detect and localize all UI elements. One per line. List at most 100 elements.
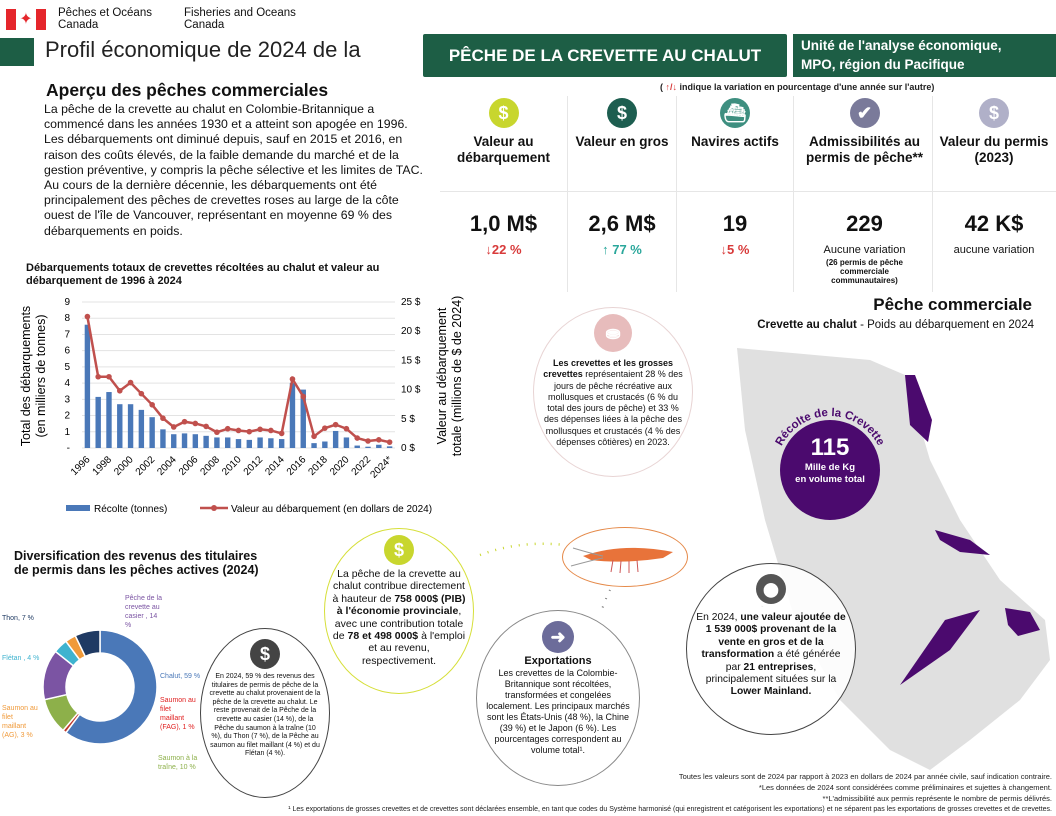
kpi-label: Admissibilités au permis de pêche** (805, 134, 924, 165)
revenue-bubble: $ En 2024, 59 % des revenus des titulair… (200, 628, 330, 798)
x-tick-label: 1996 (69, 454, 93, 478)
value-point-1996 (84, 313, 91, 320)
dollar-icon: $ (488, 98, 519, 128)
revenue-text: En 2024, 59 % des revenus des titulaires… (209, 673, 321, 758)
value-point-2004 (170, 424, 177, 430)
y2-tick-label: 5 $ (401, 414, 415, 425)
x-tick-label: 2008 (199, 454, 223, 478)
harvest-unit: Mille de Kg (804, 462, 856, 473)
bar-2008 (214, 437, 220, 448)
kpi-change: ↓5 % (720, 242, 750, 257)
harvest-unit: en volume total (795, 474, 865, 485)
donut-label: Saumon au filet maillant (AG), 3 % (2, 705, 38, 739)
dollar-icon: $ (979, 98, 1009, 128)
donut-label: Flétan , 4 % (2, 655, 39, 662)
y2-tick-label: 10 $ (401, 385, 421, 396)
t: - Poids au débarquement en 2024 (856, 319, 1034, 331)
t: 758 000$ (PIB) à l'économie provinciale (336, 592, 466, 618)
value-point-2003 (160, 415, 166, 422)
y-tick-label: 2 (64, 411, 70, 422)
y-tick-label: 7 (64, 329, 70, 340)
divider (793, 96, 794, 292)
bar-1999 (117, 404, 123, 448)
bar-2003 (160, 429, 166, 448)
bar-1997 (95, 396, 101, 448)
value-point-2002 (149, 401, 155, 408)
donut-label: Thon, 7 % (2, 615, 34, 622)
legend-bar-label: Récolte (tonnes) (94, 504, 167, 515)
value-point-2014 (278, 430, 285, 437)
value-point-2013 (268, 427, 274, 434)
t: En 2024, (696, 612, 741, 623)
t: a été générée par (725, 649, 841, 673)
bar-2004 (171, 434, 177, 448)
org-fr-line: Canada (58, 19, 99, 31)
t: à l'emploi et au revenu, respectivement. (361, 630, 466, 667)
value-point-2009 (224, 425, 231, 432)
y2-tick-label: 25 $ (401, 297, 421, 308)
chart-title: Débarquements totaux de crevettes récolt… (26, 262, 380, 287)
bar-2007 (203, 435, 209, 448)
footnote: ¹ Les exportations de grosses crevettes … (288, 806, 1052, 813)
paren: ( (660, 82, 663, 92)
kpi-3: ✔ Admissibilités au permis de pêche** 22… (797, 98, 932, 285)
donut-label: Saumon au filet maillant (FAG), 1 % (160, 697, 196, 731)
legend-bar-swatch (66, 505, 90, 511)
bar-2014 (278, 439, 285, 448)
y-tick-label: 3 (64, 394, 70, 405)
kpi-label: Valeur au débarquement (456, 134, 551, 165)
org-name-en: Fisheries and Oceans Canada (184, 7, 296, 31)
donut-label: Pêche de la crevette au casier , 14% (125, 595, 162, 629)
harvest-area-north (905, 375, 932, 442)
kpi-label: Navires actifs (691, 134, 779, 149)
y-axis-label: Total des débarquements(en milliers de t… (19, 306, 48, 446)
kpi-value: 42 K$ (964, 211, 1024, 236)
legend-line-marker (211, 505, 217, 511)
donut-title-line: Diversification des revenus des titulair… (14, 549, 258, 563)
bar-2002 (149, 417, 155, 448)
kpi-1: $ Valeur en gros 2,6 M$ ↑ 77 % (568, 98, 676, 257)
kpi-0: $ Valeur au débarquement 1,0 M$ ↓22 % (440, 98, 567, 257)
t: Crevette au chalut (757, 319, 857, 331)
x-tick-label: 2004 (155, 454, 179, 478)
y-tick-label: 4 (64, 378, 70, 389)
divider (676, 96, 677, 292)
kpi-sub: (26 permis de pêche commerciale communau… (826, 258, 903, 285)
unit-line: MPO, région du Pacifique (801, 57, 965, 72)
t: 78 et 498 000$ (347, 630, 419, 643)
dollar-icon: $ (607, 98, 637, 128)
kpi-change: Aucune variation (823, 244, 906, 256)
kpi-change: ↑ 77 % (602, 242, 642, 257)
recreational-bubble: ⛂ Les crevettes et les grosses crevettes… (533, 307, 693, 477)
bar-2019 (332, 430, 339, 448)
bar-2017 (311, 443, 317, 448)
t: Les crevettes et les grosses crevettes (543, 358, 674, 380)
bar-2010 (235, 439, 242, 448)
value-point-2011 (246, 428, 253, 435)
landings-chart: - 1 2 3 4 5 6 7 8 9 0 $ 5 $ 10 $ 15 $ 20 $ 25 $ 19961998… (19, 296, 464, 515)
value-point-2021 (354, 435, 361, 441)
x-tick-label: 1998 (91, 454, 115, 478)
gdp-text: La pêche de la crevette au chalut contri… (331, 568, 467, 667)
revenue-donut-chart: Chalut, 59 % Saumon au filet maillant (FAG),… (2, 595, 200, 771)
kpi-4: $ Valeur du permis (2023) 42 K$ aucune v… (932, 98, 1056, 256)
bar-2013 (268, 438, 274, 448)
x-tick-label: 2016 (285, 454, 309, 478)
x-tick-label: 2018 (306, 454, 330, 478)
value-point-2012 (257, 426, 263, 433)
header-accent-bar (0, 38, 34, 66)
map-subtitle: Crevette au chalut - Poids au débarqueme… (757, 318, 1034, 332)
kpi-change: aucune variation (953, 244, 1035, 256)
dollar-icon: $ (250, 639, 280, 669)
donut-title: Diversification des revenus des titulair… (14, 549, 259, 577)
recreational-text: Les crevettes et les grosses crevettes r… (542, 358, 684, 448)
kpi-label: Valeur du permis (2023) (939, 134, 1049, 165)
org-name-fr: Pêches et Océans Canada (58, 7, 152, 31)
legend-text: indique la variation en pourcentage d'un… (679, 82, 935, 92)
value-added-bubble: ⬤ En 2024, une valeur ajoutée de 1 539 0… (686, 563, 856, 735)
divider (932, 96, 933, 292)
overview-title: Aperçu des pêches commerciales (46, 80, 329, 100)
kpi-value: 19 (722, 211, 748, 236)
x-tick-label: 2020 (328, 454, 352, 478)
check-icon: ✔ (849, 98, 880, 128)
